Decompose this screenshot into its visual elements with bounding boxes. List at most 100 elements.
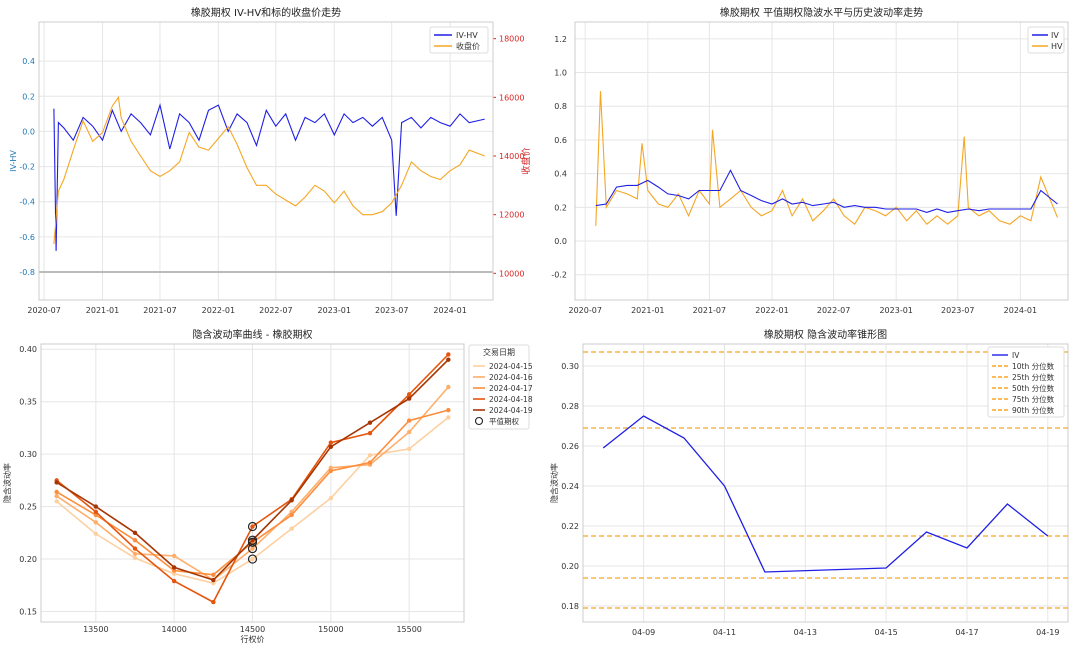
cone-xtick-label: 04-19 (1036, 628, 1059, 637)
cone-frame (582, 343, 1069, 623)
ivhv-xtick-label: 2021-01 (86, 306, 119, 315)
smile-data-point (250, 524, 255, 529)
ivhv-ytick-label: -0.2 (19, 163, 35, 172)
smile-data-point (211, 599, 216, 605)
smile-data-point (171, 571, 177, 576)
smile-frame (40, 343, 465, 623)
smile-data-point (93, 504, 99, 509)
ivhv-xtick-label: 2023-01 (318, 306, 351, 315)
smile-ylabel: 隐含波动率 (2, 463, 12, 503)
cone-iv-series-line (602, 415, 1049, 573)
smile-data-point (132, 546, 138, 551)
smile-data-point (132, 555, 138, 561)
atm-legend-label: IV (1051, 31, 1059, 40)
smile-ytick-label: 0.40 (19, 345, 37, 354)
cone-legend-label: 90th 分位数 (1012, 405, 1055, 415)
smile-data-point (54, 489, 59, 495)
smile-data-point (406, 418, 412, 423)
smile-data-point (250, 537, 255, 543)
smile-data-point (406, 396, 412, 401)
atm-ytick-label: 0.8 (554, 102, 567, 111)
smile-xtick-label: 14500 (240, 625, 265, 634)
ivhv-xtick-label: 2021-07 (143, 306, 176, 315)
atm-ytick-label: 0.4 (554, 170, 567, 179)
smile-data-point (93, 520, 99, 525)
smile-data-point (171, 553, 177, 559)
smile-data-point (446, 352, 451, 357)
close-price-series-line (53, 95, 485, 245)
ivhv-title: 橡胶期权 IV-HV和标的收盘价走势 (191, 6, 341, 19)
cone-ytick-label: 0.26 (561, 442, 579, 451)
atm-xtick-label: 2021-01 (631, 306, 664, 315)
smile-data-point (328, 468, 334, 474)
smile-ytick-label: 0.35 (19, 398, 37, 407)
smile-ytick-label: 0.15 (19, 608, 37, 617)
smile-xtick-label: 14000 (161, 625, 186, 634)
smile-data-point (406, 429, 412, 435)
smile-ytick-label: 0.30 (19, 450, 37, 459)
atm-ytick-label: 0.2 (554, 203, 567, 212)
cone-xtick-label: 04-13 (794, 628, 817, 637)
ivhv-ylabel: IV-HV (9, 150, 18, 172)
smile-data-point (54, 480, 59, 485)
smile-data-point (328, 440, 334, 445)
atm-hv-series-line (595, 91, 1059, 226)
atm-legend-label: HV (1051, 42, 1063, 51)
cone-ylabel: 隐含波动率 (549, 463, 559, 503)
smile-data-point (171, 578, 177, 584)
atm-frame (574, 21, 1069, 301)
cone-ytick-label: 0.20 (561, 562, 579, 571)
smile-data-point (250, 556, 255, 562)
atm-xtick-label: 2022-07 (817, 306, 850, 315)
atm-ytick-label: 1.0 (554, 69, 567, 78)
smile-data-point (406, 392, 412, 397)
ivhv-ytick-label: 0.2 (22, 92, 35, 101)
smile-data-point (367, 420, 373, 425)
smile-data-point (171, 565, 177, 570)
smile-data-point (446, 407, 451, 413)
smile-data-point (132, 537, 138, 543)
ivhv-series-line (53, 103, 485, 251)
smile-data-point (446, 357, 451, 362)
cone-xtick-label: 04-11 (713, 628, 736, 637)
smile-atm-marker (247, 535, 258, 545)
atm-ytick-label: -0.2 (551, 271, 567, 280)
smile-data-point (289, 512, 294, 518)
cone-ytick-label: 0.18 (561, 602, 579, 611)
smile-title: 隐含波动率曲线 - 橡胶期权 (193, 328, 313, 341)
smile-data-point (211, 580, 216, 586)
cone-ytick-label: 0.24 (561, 482, 579, 491)
smile-data-point (93, 531, 99, 537)
ivhv-xtick-label: 2022-07 (259, 306, 292, 315)
smile-data-point (328, 465, 334, 470)
smile-xtick-label: 15500 (396, 625, 421, 634)
smile-data-point (328, 444, 334, 450)
smile-atm-marker (247, 521, 258, 532)
cone-xtick-label: 04-15 (875, 628, 898, 637)
atm-ytick-label: 0.0 (554, 237, 567, 246)
smile-data-point (132, 551, 138, 557)
smile-data-point (446, 384, 451, 390)
smile-ytick-label: 0.20 (19, 555, 37, 564)
ivhv-ytick-right-label: 12000 (499, 211, 524, 220)
cone-legend-label: 25th 分位数 (1012, 372, 1055, 382)
smile-data-point (289, 526, 294, 531)
atm-title: 橡胶期权 平值期权隐波水平与历史波动率走势 (720, 6, 923, 19)
smile-data-point (93, 509, 99, 515)
atm-xtick-label: 2023-01 (879, 306, 912, 315)
smile-legend-atm-swatch (474, 416, 484, 426)
cone-title: 橡胶期权 隐含波动率锥形图 (764, 328, 887, 341)
ivhv-xtick-label: 2023-07 (375, 306, 408, 315)
ivhv-ylabel-right: 收盘价 (520, 147, 532, 174)
ivhv-ytick-right-label: 14000 (499, 152, 524, 161)
atm-iv-series-line (595, 169, 1058, 213)
smile-data-point (54, 499, 59, 504)
smile-ytick-label: 0.25 (19, 503, 37, 512)
cone-ytick-label: 0.30 (561, 362, 579, 371)
atm-xtick-label: 2020-07 (568, 306, 601, 315)
smile-data-point (171, 568, 177, 573)
ivhv-ytick-right-label: 10000 (499, 269, 524, 278)
atm-ytick-label: 1.2 (554, 35, 567, 44)
ivhv-ytick-label: -0.4 (19, 198, 35, 207)
